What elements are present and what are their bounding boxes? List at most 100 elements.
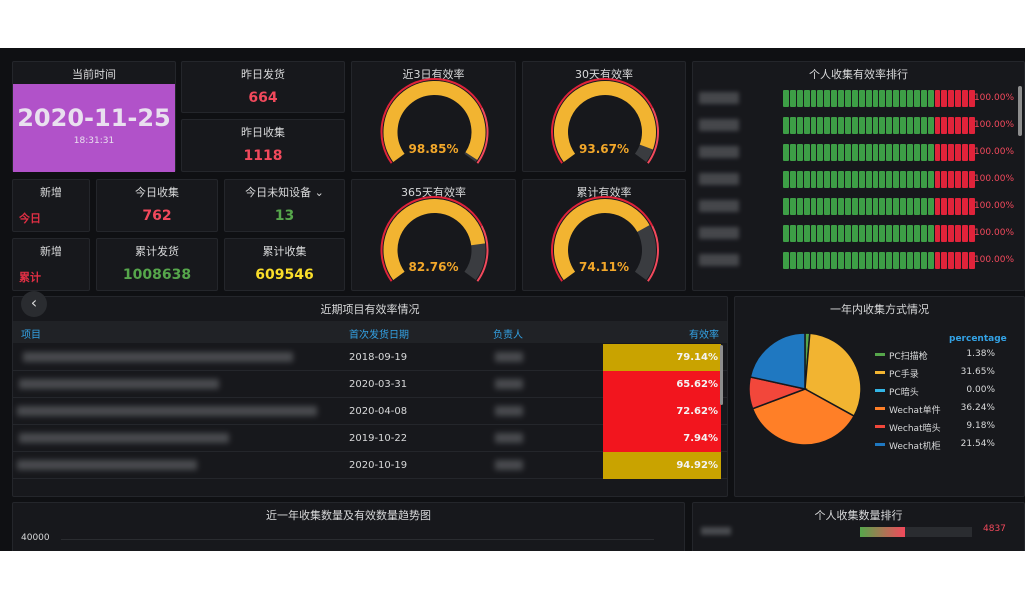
ranking-row-value: 100.00% [973, 174, 1014, 184]
ranking-row: 100.00% [699, 115, 1014, 135]
personal-count-panel: 个人收集数量排行 4837 [692, 502, 1025, 551]
today-unknown-panel[interactable]: 今日未知设备 ⌄ 13 [224, 179, 345, 232]
total-ship-value: 1008638 [122, 267, 192, 283]
gauge-30day-title: 30天有效率 [575, 68, 633, 81]
gauge-365day-arc [380, 196, 489, 282]
ranking-row-bar [783, 252, 975, 269]
legend-label: Wechat单件 [889, 406, 941, 416]
gauge-fill [554, 81, 656, 162]
ranking-row-name [699, 254, 739, 266]
new-total-title: 新增 [40, 245, 62, 258]
pie-slice[interactable] [804, 332, 862, 418]
today-collect-title: 今日收集 [135, 186, 179, 199]
gauge-3day-value: 98.85% [408, 142, 459, 156]
table-row[interactable]: 2019-10-22 7.94% [13, 425, 727, 452]
table-header: 项目 首次发货日期 负责人 有效率 [13, 321, 727, 343]
back-button[interactable]: ‹ [21, 291, 47, 317]
gauge-total-arc [551, 196, 659, 282]
project-efficiency: 7.94% [603, 425, 721, 452]
projects-panel: 近期项目有效率情况 ‹ 项目 首次发货日期 负责人 有效率 2018-09-19… [12, 291, 728, 497]
ranking-row: 100.00% [699, 223, 1014, 243]
col-ship-date[interactable]: 首次发货日期 [349, 330, 409, 341]
current-date: 2020-11-25 [17, 104, 171, 132]
today-unknown-value: 13 [274, 208, 295, 224]
ranking-row-name [699, 200, 739, 212]
date-block: 2020-11-25 18:31:31 [13, 84, 175, 172]
gauge-3day: 近3日有效率 98.85% [351, 61, 516, 172]
table-row[interactable]: 2020-04-08 72.62% [13, 398, 727, 425]
ranking-row-bar [783, 117, 975, 134]
dashboard: 当前时间 2020-11-25 18:31:31 昨日发货 664 昨日收集 1… [0, 48, 1025, 551]
trend-gridline [61, 539, 654, 540]
table-row[interactable]: 2020-10-19 94.92% [13, 452, 727, 479]
ranking-row: 100.00% [699, 250, 1014, 270]
gauge-threshold-red [380, 78, 483, 164]
project-name [17, 406, 317, 416]
legend-value: 36.24% [960, 403, 995, 413]
project-name [17, 460, 197, 470]
total-collect-panel: 累计收集 609546 [224, 238, 345, 291]
gauge-365day: 365天有效率 82.76% [351, 179, 516, 291]
gauge-fill [554, 199, 650, 280]
legend-label: Wechat暗头 [889, 424, 941, 434]
ranking-panel: 个人收集有效率排行 100.00% 100.00% 100.00% 100.00% 10… [692, 61, 1025, 291]
pie-legend-item[interactable]: Wechat机柜 21.54% [875, 437, 995, 453]
legend-label: PC暗头 [889, 388, 919, 398]
legend-swatch [875, 425, 885, 428]
current-time-title: 当前时间 [72, 68, 116, 81]
project-name [19, 433, 229, 443]
pie-legend-item[interactable]: Wechat暗头 9.18% [875, 419, 995, 435]
ranking-row-name [699, 119, 739, 131]
legend-value: 9.18% [966, 421, 995, 431]
pie-legend-item[interactable]: PC暗头 0.00% [875, 383, 995, 399]
today-unknown-title[interactable]: 今日未知设备 ⌄ [245, 186, 324, 199]
yesterday-ship-value: 664 [248, 90, 278, 106]
legend-label: PC手录 [889, 370, 919, 380]
gauge-threshold-high [647, 107, 659, 164]
ranking-row-value: 100.00% [973, 147, 1014, 157]
pie-legend-item[interactable]: PC扫描枪 1.38% [875, 347, 995, 363]
pie-legend-item[interactable]: Wechat单件 36.24% [875, 401, 995, 417]
legend-label: PC扫描枪 [889, 352, 928, 362]
gauge-threshold-high [647, 225, 659, 282]
project-owner [495, 460, 523, 470]
legend-label: Wechat机柜 [889, 442, 941, 452]
project-owner [495, 406, 523, 416]
projects-title: 近期项目有效率情况 [320, 303, 420, 316]
pie-legend-item[interactable]: PC手录 31.65% [875, 365, 995, 381]
project-efficiency: 65.62% [603, 371, 721, 398]
pie-slice[interactable] [751, 388, 856, 446]
table-row[interactable]: 2020-03-31 65.62% [13, 371, 727, 398]
project-name [19, 379, 219, 389]
gauge-3day-arc [380, 78, 489, 164]
legend-value: 1.38% [966, 349, 995, 359]
total-collect-value: 609546 [255, 267, 314, 283]
gauge-fill [383, 81, 486, 162]
total-ship-title: 累计发货 [135, 245, 179, 258]
gauge-threshold-red [380, 196, 483, 282]
yesterday-collect-title: 昨日收集 [241, 126, 285, 139]
table-scrollbar[interactable] [720, 345, 723, 405]
gauge-total-value: 74.11% [579, 260, 629, 274]
gauge-30day: 30天有效率 93.67% [522, 61, 686, 172]
table-row[interactable]: 2018-09-19 79.14% [13, 344, 727, 371]
legend-value: 31.65% [960, 367, 995, 377]
project-date: 2020-10-19 [349, 460, 408, 471]
gauge-threshold-red [551, 78, 654, 164]
ranking-row-bar [783, 198, 975, 215]
col-project[interactable]: 项目 [21, 330, 41, 341]
pie-legend-header[interactable]: percentage [949, 334, 1007, 344]
total-ship-panel: 累计发货 1008638 [96, 238, 218, 291]
ranking-row-value: 100.00% [973, 228, 1014, 238]
col-owner[interactable]: 负责人 [493, 330, 523, 341]
col-efficiency[interactable]: 有效率 [689, 330, 719, 341]
personal-count-bar-fill [860, 527, 905, 537]
ranking-scrollbar[interactable] [1018, 86, 1022, 136]
personal-count-bar [860, 527, 972, 537]
project-owner [495, 433, 523, 443]
gauge-total: 累计有效率 74.11% [522, 179, 686, 291]
pie-slice[interactable] [749, 332, 806, 390]
ranking-row-name [699, 173, 739, 185]
ranking-row-bar [783, 171, 975, 188]
ranking-row-name [699, 146, 739, 158]
